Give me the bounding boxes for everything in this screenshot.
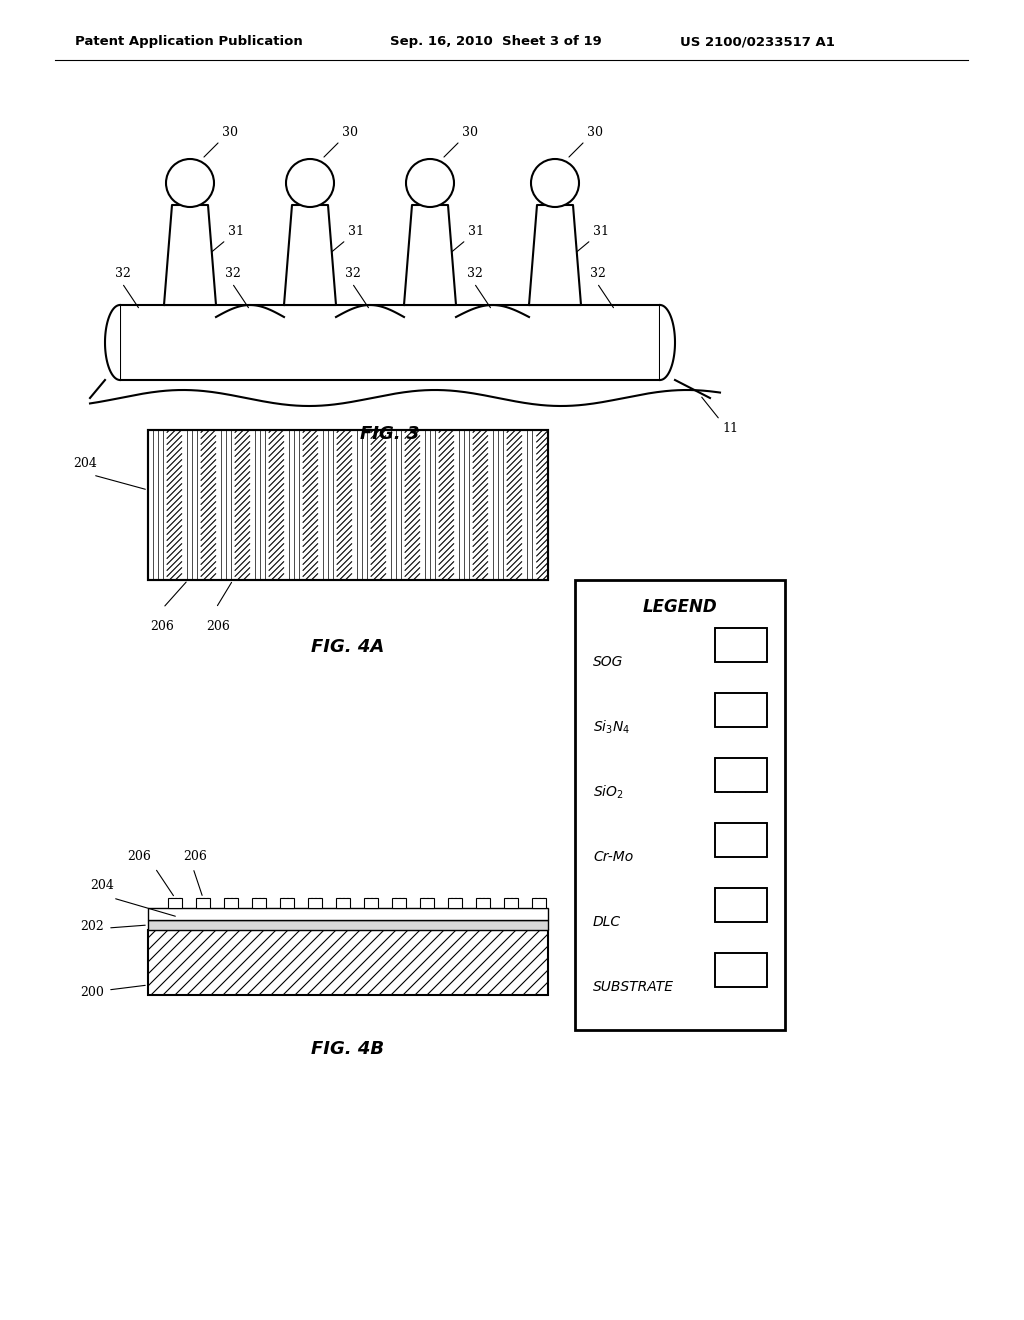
Bar [715, 758, 767, 792]
Text: 30: 30 [587, 125, 603, 139]
Text: 32: 32 [345, 267, 360, 280]
Text: 31: 31 [593, 224, 609, 238]
Text: 206: 206 [150, 620, 174, 634]
Bar [224, 898, 238, 908]
Text: 30: 30 [462, 125, 478, 139]
Text: 31: 31 [348, 224, 364, 238]
Bar [715, 693, 767, 727]
Text: FIG. 3: FIG. 3 [360, 425, 420, 444]
Text: 30: 30 [222, 125, 238, 139]
Text: $SiO_2$: $SiO_2$ [593, 783, 624, 801]
Bar [148, 920, 548, 931]
Text: 31: 31 [468, 224, 484, 238]
Polygon shape [164, 205, 216, 305]
Text: SOG: SOG [593, 655, 624, 669]
Bar [148, 430, 548, 579]
Bar [715, 953, 767, 987]
Text: 32: 32 [467, 267, 483, 280]
Bar [504, 898, 518, 908]
Bar [252, 898, 266, 908]
Polygon shape [660, 305, 675, 380]
Text: FIG. 4B: FIG. 4B [311, 1040, 385, 1059]
Text: LEGEND: LEGEND [643, 598, 718, 616]
Bar [364, 898, 378, 908]
Text: DLC: DLC [593, 915, 622, 929]
Text: Cr-Mo: Cr-Mo [593, 850, 633, 865]
Text: 204: 204 [73, 457, 97, 470]
Polygon shape [284, 205, 336, 305]
Bar [148, 430, 548, 579]
Bar [120, 305, 660, 380]
Bar [308, 898, 322, 908]
Bar [715, 822, 767, 857]
Bar [392, 898, 406, 908]
Bar [336, 898, 350, 908]
Bar [575, 579, 785, 1030]
Text: 202: 202 [80, 920, 103, 932]
Polygon shape [404, 205, 456, 305]
Bar [715, 822, 767, 857]
Text: Sep. 16, 2010  Sheet 3 of 19: Sep. 16, 2010 Sheet 3 of 19 [390, 36, 602, 49]
Text: Patent Application Publication: Patent Application Publication [75, 36, 303, 49]
Bar [148, 908, 548, 920]
Text: $Si_3N_4$: $Si_3N_4$ [593, 718, 630, 735]
Bar [449, 898, 462, 908]
Bar [196, 898, 210, 908]
Bar [420, 898, 434, 908]
Text: US 2100/0233517 A1: US 2100/0233517 A1 [680, 36, 835, 49]
Text: 200: 200 [80, 986, 103, 998]
Bar [715, 888, 767, 921]
Circle shape [406, 158, 454, 207]
Bar [476, 898, 490, 908]
Text: 32: 32 [590, 267, 606, 280]
Text: 30: 30 [342, 125, 358, 139]
Text: 204: 204 [90, 879, 114, 892]
Bar [168, 898, 182, 908]
Bar [148, 931, 548, 995]
Text: 31: 31 [228, 224, 244, 238]
Text: FIG. 4A: FIG. 4A [311, 638, 385, 656]
Text: SUBSTRATE: SUBSTRATE [593, 979, 674, 994]
Bar [715, 888, 767, 921]
Circle shape [166, 158, 214, 207]
Bar [715, 693, 767, 727]
Text: 32: 32 [115, 267, 131, 280]
Polygon shape [529, 205, 581, 305]
Text: 206: 206 [206, 620, 229, 634]
Bar [715, 628, 767, 663]
Text: 32: 32 [225, 267, 241, 280]
Text: 11: 11 [722, 422, 738, 436]
Bar [715, 628, 767, 663]
Circle shape [531, 158, 579, 207]
Bar [715, 758, 767, 792]
Bar [532, 898, 546, 908]
Bar [280, 898, 294, 908]
Circle shape [286, 158, 334, 207]
Text: 206: 206 [127, 850, 151, 863]
Bar [715, 953, 767, 987]
Polygon shape [105, 305, 120, 380]
Text: 206: 206 [183, 850, 207, 863]
